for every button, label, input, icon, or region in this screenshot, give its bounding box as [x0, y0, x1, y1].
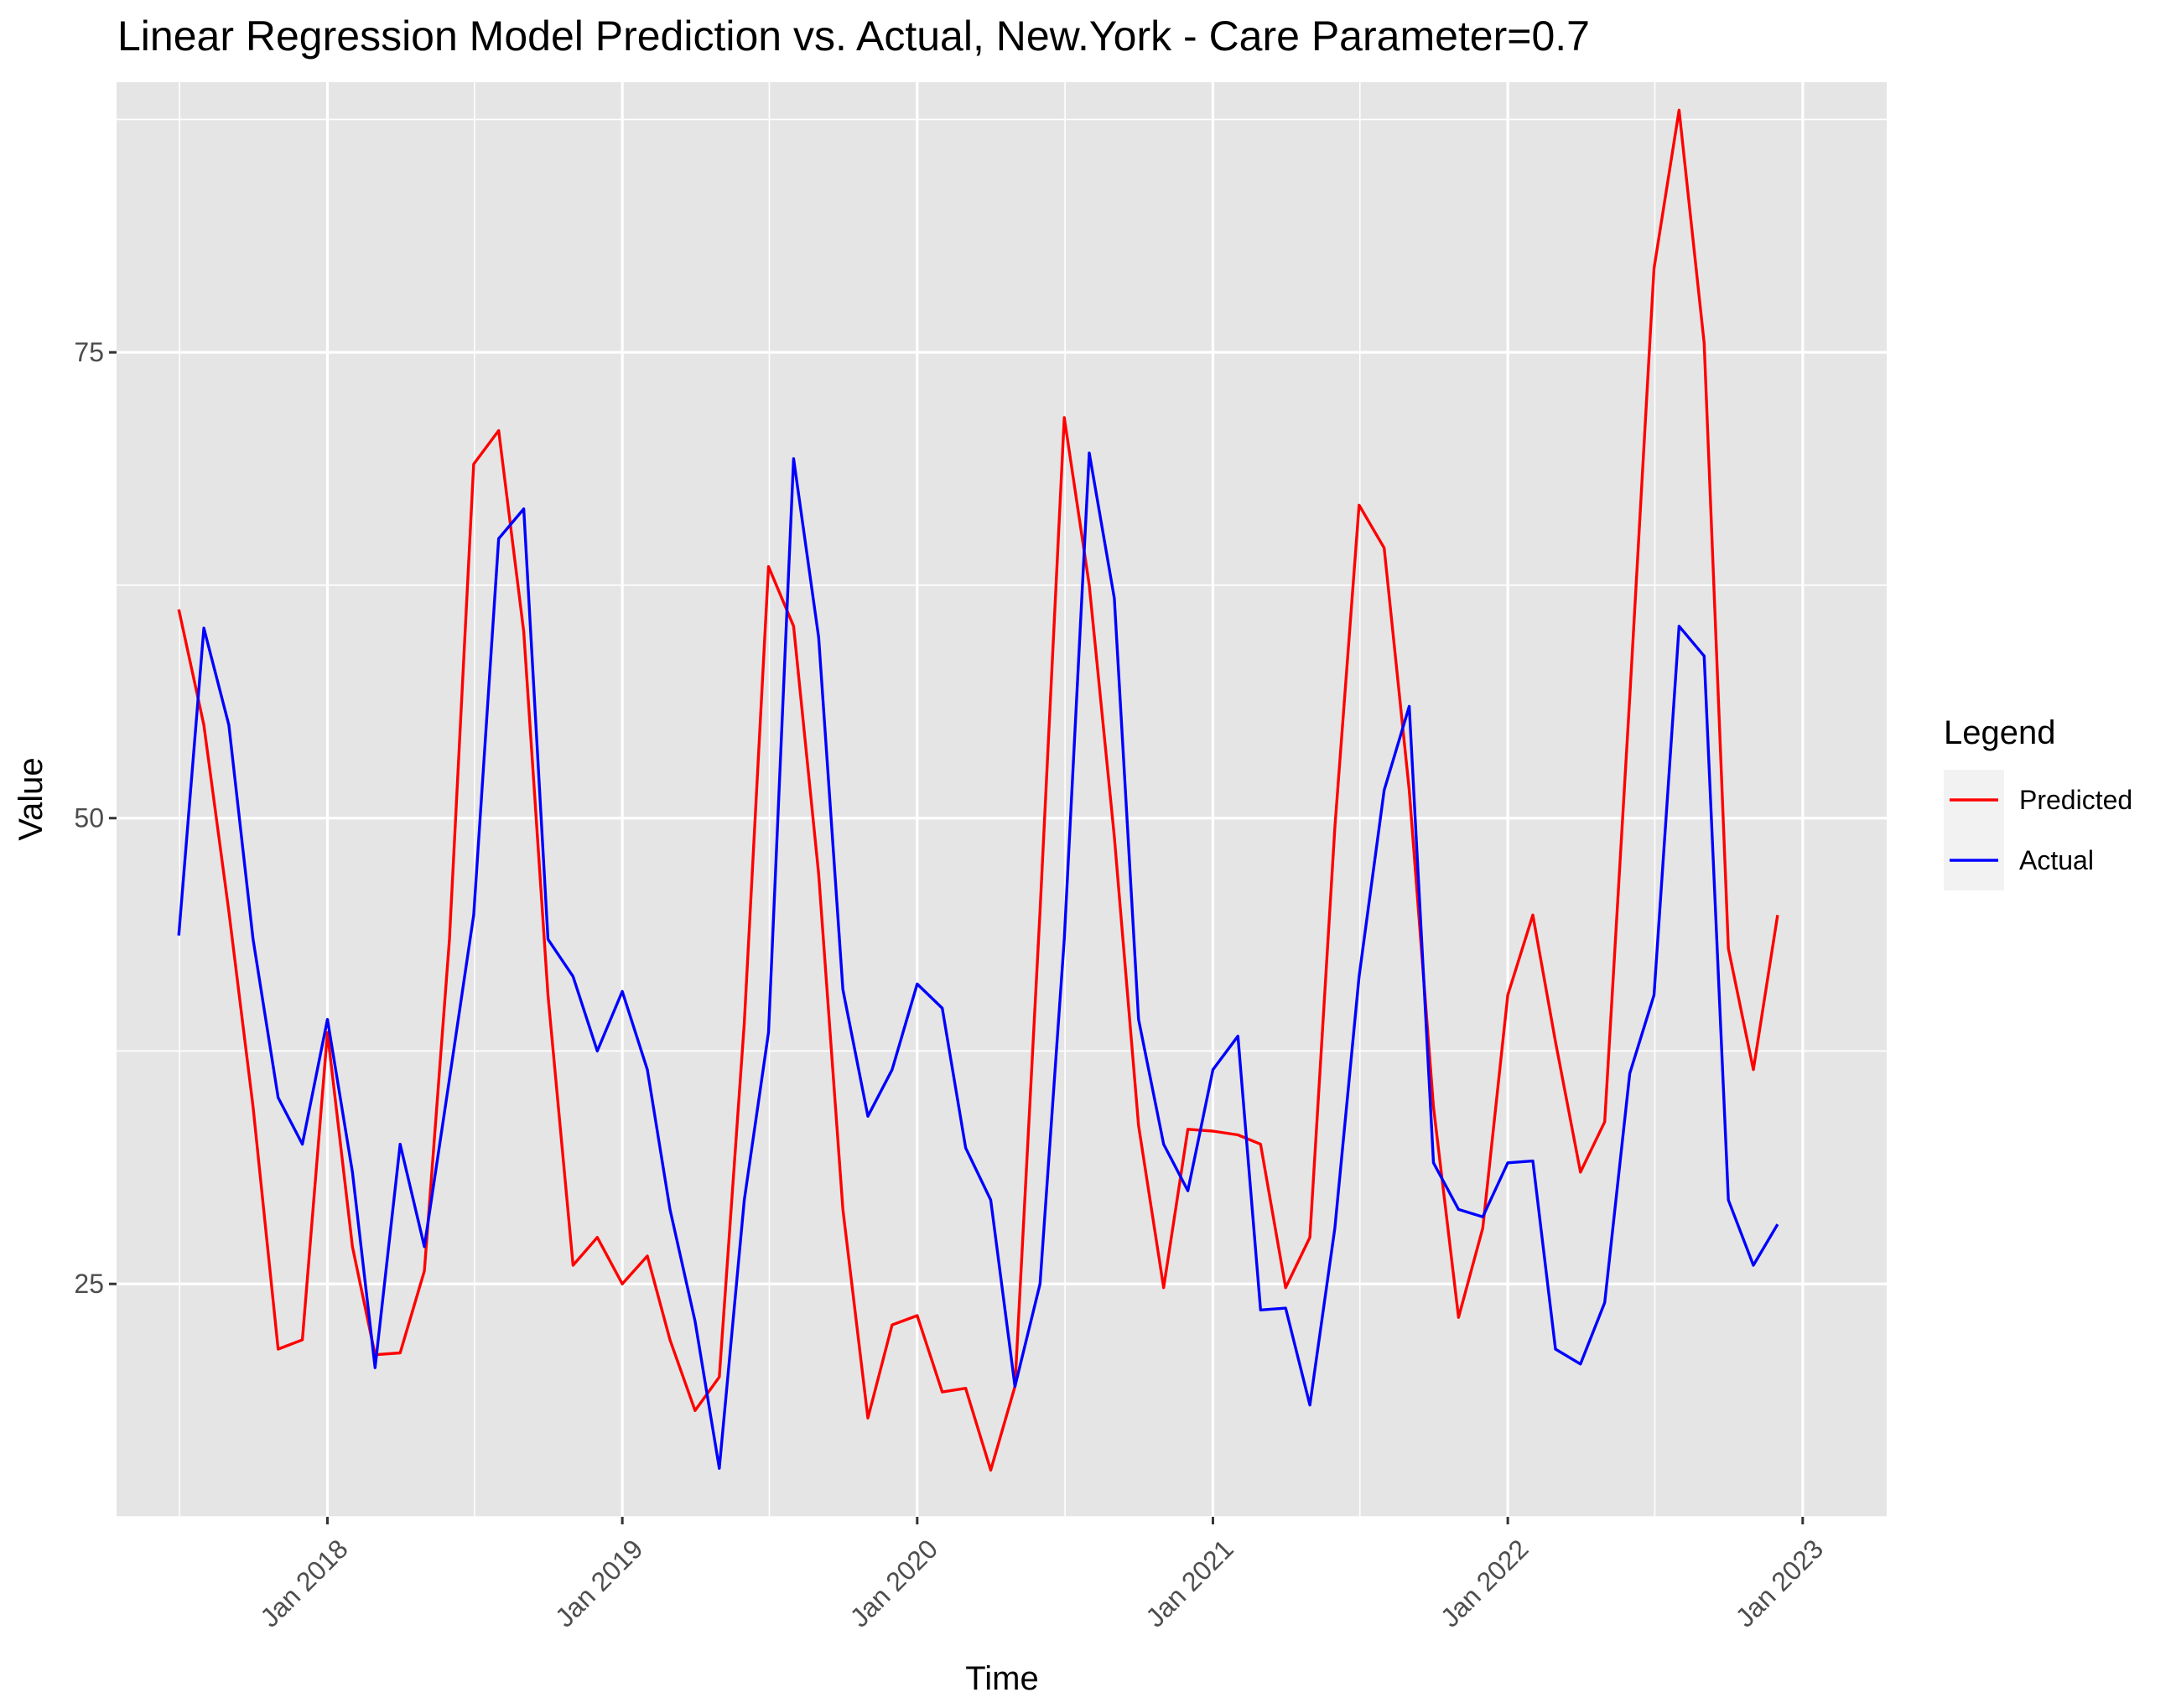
- x-tick-label: Jan 2020: [844, 1534, 944, 1633]
- x-tick-label: Jan 2023: [1730, 1534, 1830, 1633]
- series-line-actual: [177, 451, 1779, 1470]
- x-tick-label: Jan 2021: [1140, 1534, 1239, 1633]
- legend: Legend Predicted Actual: [1944, 714, 2132, 890]
- chart-title: Linear Regression Model Prediction vs. A…: [117, 13, 1590, 60]
- y-tick-label: 50: [74, 803, 104, 833]
- y-tick-label: 75: [74, 337, 104, 367]
- x-tick-label: Jan 2022: [1435, 1534, 1535, 1633]
- x-axis-title: Time: [965, 1660, 1038, 1697]
- x-tick-label: Jan 2018: [254, 1534, 354, 1633]
- legend-label-predicted: Predicted: [2019, 785, 2132, 815]
- x-tick-label: Jan 2019: [549, 1534, 649, 1633]
- y-tick-label: 25: [74, 1269, 104, 1299]
- series-line-predicted: [177, 108, 1779, 1472]
- y-axis-title: Value: [13, 757, 49, 840]
- y-axis: 25 50 75: [74, 337, 117, 1299]
- minor-gridlines: [117, 82, 1887, 1518]
- legend-title: Legend: [1944, 714, 2055, 751]
- series-lines: [177, 108, 1779, 1472]
- legend-label-actual: Actual: [2019, 845, 2094, 875]
- x-axis: Jan 2018 Jan 2019 Jan 2020 Jan 2021 Jan 2022…: [254, 1517, 1829, 1633]
